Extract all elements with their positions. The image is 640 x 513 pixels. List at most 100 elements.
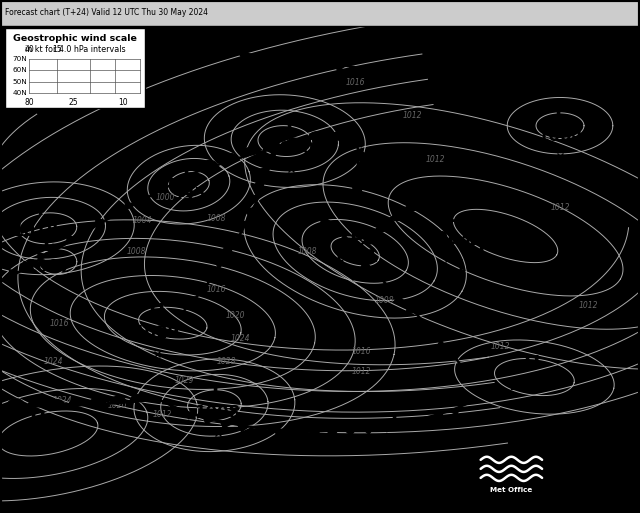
Polygon shape	[406, 306, 415, 313]
Text: 1012: 1012	[352, 367, 371, 377]
Text: 1012: 1012	[550, 203, 570, 212]
Text: 60N: 60N	[13, 67, 28, 73]
Polygon shape	[333, 65, 345, 71]
Text: 1006: 1006	[374, 436, 420, 455]
Polygon shape	[432, 413, 443, 420]
Text: Geostrophic wind scale: Geostrophic wind scale	[13, 34, 137, 44]
Text: 1016: 1016	[207, 285, 226, 294]
Polygon shape	[192, 43, 204, 50]
Polygon shape	[381, 71, 392, 78]
Polygon shape	[346, 138, 362, 147]
Polygon shape	[255, 427, 267, 434]
Polygon shape	[364, 232, 377, 244]
Text: L: L	[182, 164, 195, 183]
Polygon shape	[215, 260, 224, 268]
Polygon shape	[286, 60, 298, 66]
Text: H: H	[523, 353, 540, 373]
Polygon shape	[308, 431, 320, 437]
Polygon shape	[237, 425, 249, 431]
Bar	[477, 450, 546, 495]
Text: 1000: 1000	[156, 193, 175, 202]
Polygon shape	[353, 182, 362, 195]
Polygon shape	[155, 186, 164, 193]
Text: 1004: 1004	[133, 216, 152, 225]
Polygon shape	[186, 411, 197, 419]
Text: L: L	[211, 382, 224, 401]
Polygon shape	[96, 219, 105, 226]
Polygon shape	[326, 430, 338, 437]
Text: 1028: 1028	[216, 357, 236, 366]
Polygon shape	[24, 261, 33, 269]
Text: 1018: 1018	[12, 222, 58, 240]
Polygon shape	[344, 429, 356, 436]
Polygon shape	[140, 194, 150, 202]
Text: L: L	[442, 207, 454, 227]
Polygon shape	[255, 181, 264, 189]
Text: Met Office: Met Office	[490, 487, 532, 492]
Text: 1008: 1008	[374, 295, 394, 305]
Text: 1024: 1024	[230, 334, 250, 343]
Polygon shape	[349, 66, 361, 73]
Polygon shape	[406, 200, 421, 210]
Polygon shape	[230, 234, 240, 243]
Polygon shape	[427, 328, 436, 336]
Text: 40N: 40N	[13, 90, 28, 96]
Text: 1012: 1012	[152, 410, 172, 419]
Text: 70N: 70N	[13, 56, 28, 62]
Text: 1004: 1004	[537, 127, 583, 145]
Polygon shape	[130, 394, 147, 402]
Polygon shape	[372, 272, 381, 280]
Polygon shape	[317, 63, 329, 70]
Text: metoffice.gov.uk
© Crown Copyright: metoffice.gov.uk © Crown Copyright	[550, 461, 620, 476]
Text: 1024: 1024	[53, 396, 72, 405]
Polygon shape	[223, 247, 232, 256]
Polygon shape	[456, 364, 466, 372]
Polygon shape	[237, 221, 247, 230]
Circle shape	[331, 227, 338, 232]
Polygon shape	[52, 244, 62, 252]
Bar	[0, 0, 640, 26]
Text: 1016: 1016	[346, 77, 365, 87]
Text: 1007: 1007	[25, 258, 71, 276]
Polygon shape	[264, 142, 281, 151]
Polygon shape	[255, 55, 266, 62]
Polygon shape	[443, 194, 460, 201]
Polygon shape	[109, 397, 126, 404]
Polygon shape	[223, 50, 234, 57]
Polygon shape	[394, 294, 404, 302]
Text: 1000: 1000	[268, 140, 314, 158]
Polygon shape	[415, 418, 426, 425]
Polygon shape	[125, 202, 134, 209]
Text: H: H	[29, 411, 45, 430]
Polygon shape	[243, 147, 260, 157]
Text: H: H	[27, 200, 44, 219]
Polygon shape	[328, 133, 344, 140]
Polygon shape	[356, 151, 367, 165]
Text: 1001: 1001	[332, 247, 378, 266]
Polygon shape	[187, 297, 196, 305]
Polygon shape	[273, 429, 284, 436]
Polygon shape	[220, 421, 231, 428]
Text: 1029: 1029	[175, 376, 194, 385]
Text: 1025: 1025	[14, 433, 60, 451]
Polygon shape	[81, 227, 91, 234]
Polygon shape	[449, 407, 460, 415]
Text: Forecast chart (T+24) Valid 12 UTC Thu 30 May 2024: Forecast chart (T+24) Valid 12 UTC Thu 3…	[5, 8, 208, 17]
Polygon shape	[110, 210, 120, 218]
Polygon shape	[302, 61, 313, 68]
Polygon shape	[417, 317, 426, 324]
Text: 40: 40	[24, 45, 35, 54]
Polygon shape	[197, 285, 206, 293]
Text: 1008: 1008	[195, 404, 241, 422]
Text: 1003: 1003	[425, 229, 471, 248]
Polygon shape	[355, 167, 364, 180]
Text: L: L	[42, 235, 54, 255]
Text: 1016: 1016	[352, 347, 371, 356]
Text: 80: 80	[24, 98, 35, 108]
Text: in kt for 4.0 hPa intervals: in kt for 4.0 hPa intervals	[24, 45, 125, 54]
Text: 1012: 1012	[508, 376, 554, 394]
Text: L: L	[349, 225, 362, 245]
Text: 1012: 1012	[579, 301, 598, 310]
Polygon shape	[291, 430, 302, 437]
Text: 1008: 1008	[298, 247, 317, 256]
